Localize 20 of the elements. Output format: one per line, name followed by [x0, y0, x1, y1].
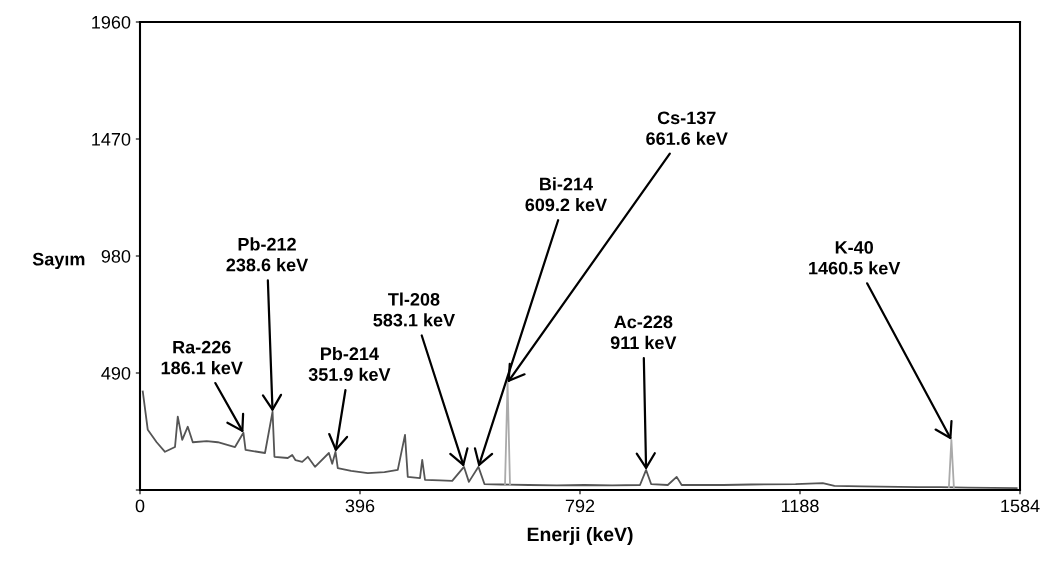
x-tick-label: 396: [345, 499, 375, 513]
y-axis-title: Sayım: [32, 252, 85, 270]
annotation: Bi-214 609.2 keV: [525, 177, 607, 212]
x-tick-label: 792: [565, 499, 595, 513]
annotation: Cs-137 661.6 keV: [646, 111, 728, 145]
x-axis-title: Enerji (keV): [527, 526, 633, 546]
y-tick-label: 490: [101, 366, 131, 380]
y-tick-label: 1470: [92, 132, 131, 146]
x-tick-label: 0: [135, 499, 145, 513]
annotation: Pb-214 351.9 keV: [308, 346, 391, 381]
annotation: Ac-228 911 keV: [610, 315, 677, 350]
x-tick-label: 1584: [1001, 499, 1040, 513]
annotation: Tl-208 583.1 keV: [373, 292, 455, 327]
annotation: Ra-226 186.1 keV: [161, 340, 243, 375]
annotation: Pb-212 238.6 keV: [226, 237, 309, 272]
y-tick-label: 1960: [92, 15, 131, 29]
y-tick-label: 980: [101, 249, 131, 263]
x-tick-label: 1188: [781, 499, 819, 513]
annotation: K-40 1460.5 keV: [809, 240, 901, 275]
line-series: [141, 390, 1018, 489]
